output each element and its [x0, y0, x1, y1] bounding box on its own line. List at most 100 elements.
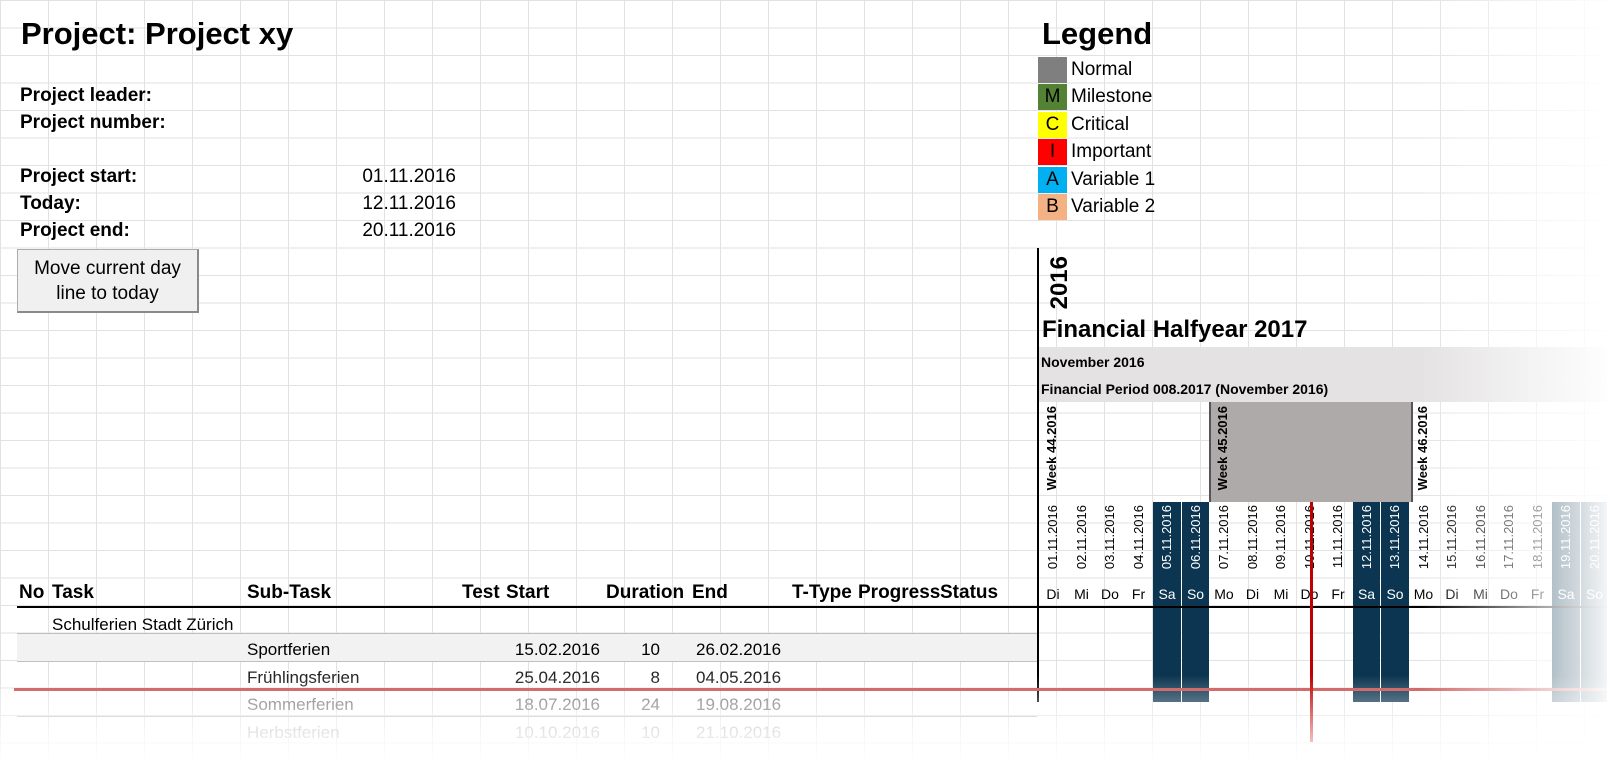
column-header[interactable]: Status: [940, 582, 999, 603]
legend-label: Milestone: [1071, 86, 1153, 107]
column-header[interactable]: Progress: [858, 582, 941, 603]
current-week-highlight: [1209, 402, 1413, 502]
legend-item: M Milestone: [1038, 84, 1152, 111]
legend-label: Variable 2: [1071, 196, 1156, 217]
day-name-label: Fr: [1331, 586, 1345, 602]
day-name-label: Di: [1445, 586, 1459, 602]
day-date-label: 03.11.2016: [1102, 505, 1117, 570]
project-number-label: Project number:: [20, 112, 166, 133]
table-row[interactable]: [17, 660, 1037, 689]
end-cell[interactable]: 19.08.2016: [696, 695, 782, 714]
legend-swatch: C: [1038, 111, 1067, 138]
day-name-label: Sa: [1357, 586, 1376, 602]
timeline-year: 2016: [1046, 256, 1073, 310]
legend-item: I Important: [1038, 139, 1151, 166]
day-date-label: 06.11.2016: [1187, 505, 1203, 570]
subtask-cell[interactable]: Frühlingsferien: [247, 667, 360, 687]
legend-swatch: B: [1038, 194, 1067, 220]
start-cell[interactable]: 18.07.2016: [514, 695, 600, 714]
day-date-label: 14.11.2016: [1415, 505, 1431, 570]
timeline-month: November 2016: [1041, 354, 1145, 370]
duration-cell[interactable]: 24: [641, 695, 660, 714]
legend-swatch: I: [1038, 139, 1067, 165]
today-label: Today:: [20, 193, 81, 214]
day-date-label: 19.11.2016: [1558, 505, 1573, 570]
legend-label: Important: [1071, 141, 1152, 162]
day-date-label: 01.11.2016: [1045, 505, 1060, 570]
day-name-label: Di: [1245, 586, 1260, 602]
weekend-column: [1352, 502, 1380, 702]
start-cell[interactable]: 25.04.2016: [514, 667, 600, 687]
legend-item: B Variable 2: [1038, 194, 1155, 221]
column-header[interactable]: No: [19, 582, 45, 603]
legend-item: A Variable 1: [1038, 166, 1155, 193]
day-name-label: Mi: [1074, 586, 1089, 602]
column-header[interactable]: Sub-Task: [247, 582, 332, 603]
project-start-value[interactable]: 01.11.2016: [362, 166, 456, 187]
project-title: Project: Project xy: [21, 16, 294, 51]
current-day-line[interactable]: [1309, 502, 1313, 742]
group-row-task[interactable]: Schulferien Stadt Zürich: [52, 615, 234, 634]
day-date-label: 04.11.2016: [1130, 505, 1146, 570]
column-header[interactable]: Test: [462, 582, 500, 603]
day-name-label: Do: [1500, 586, 1518, 602]
day-name-label: Mi: [1273, 586, 1289, 602]
column-header[interactable]: Task: [52, 582, 94, 603]
column-header[interactable]: T-Type: [792, 582, 852, 603]
today-value[interactable]: 12.11.2016: [362, 193, 456, 214]
day-name-label: So: [1186, 586, 1205, 602]
day-date-label: 18.11.2016: [1529, 505, 1545, 570]
end-cell[interactable]: 04.05.2016: [696, 667, 782, 687]
day-name-label: Mo: [1413, 586, 1434, 602]
day-date-label: 11.11.2016: [1330, 505, 1345, 569]
project-leader-label: Project leader:: [20, 85, 152, 106]
day-date-label: 15.11.2016: [1444, 505, 1459, 570]
subtask-cell[interactable]: Sommerferien: [247, 695, 354, 714]
start-cell[interactable]: 15.02.2016: [514, 640, 600, 659]
move-current-day-button[interactable]: Move current day line to today: [17, 249, 199, 313]
day-name-label: Mi: [1473, 586, 1488, 602]
column-header[interactable]: Duration: [606, 582, 685, 603]
legend-item: C Critical: [1038, 111, 1129, 138]
duration-cell[interactable]: 10: [641, 640, 660, 659]
legend-swatch: A: [1038, 166, 1067, 193]
day-name-label: Do: [1296, 586, 1324, 602]
day-name-label: Sa: [1557, 586, 1575, 602]
day-date-label: 17.11.2016: [1501, 505, 1516, 570]
day-name-label: Fr: [1131, 586, 1146, 602]
day-name-label: Do: [1101, 586, 1119, 602]
day-date-label: 09.11.2016: [1273, 505, 1288, 570]
timeline-halfyear: Financial Halfyear 2017: [1042, 316, 1308, 343]
day-date-label: 08.11.2016: [1244, 505, 1260, 570]
column-header[interactable]: End: [692, 582, 728, 603]
legend-item: Normal: [1038, 56, 1132, 83]
project-end-value[interactable]: 20.11.2016: [362, 220, 456, 241]
timeline-period: Financial Period 008.2017 (November 2016…: [1041, 381, 1329, 397]
day-date-label: 12.11.2016: [1358, 505, 1374, 570]
week-label: Week 44.2016: [1044, 406, 1059, 491]
end-cell[interactable]: 21.10.2016: [696, 722, 782, 742]
subtask-cell[interactable]: Sportferien: [247, 640, 331, 659]
legend-swatch: M: [1038, 84, 1067, 110]
project-start-label: Project start:: [20, 166, 138, 187]
legend-label: Normal: [1071, 58, 1133, 80]
duration-cell[interactable]: 8: [650, 667, 660, 687]
duration-cell[interactable]: 10: [641, 722, 660, 742]
table-row[interactable]: [17, 633, 1037, 661]
legend-label: Critical: [1071, 113, 1130, 135]
legend-title: Legend: [1042, 16, 1153, 51]
week-label: Week 46.2016: [1414, 406, 1430, 491]
header-underline: [17, 606, 1607, 608]
subtask-cell[interactable]: Herbstferien: [247, 722, 340, 742]
day-date-label: 05.11.2016: [1159, 505, 1174, 570]
current-row-line: [14, 688, 1607, 691]
end-cell[interactable]: 26.02.2016: [696, 640, 782, 659]
timeline-left-border: [1037, 248, 1039, 702]
weekend-column: [1381, 502, 1409, 702]
legend-swatch: [1038, 56, 1067, 83]
start-cell[interactable]: 10.10.2016: [514, 722, 600, 742]
day-name-label: So: [1386, 586, 1404, 602]
week-label: Week 45.2016: [1215, 406, 1230, 491]
column-header[interactable]: Start: [506, 582, 550, 603]
day-date-label: 20.11.2016: [1586, 505, 1602, 570]
